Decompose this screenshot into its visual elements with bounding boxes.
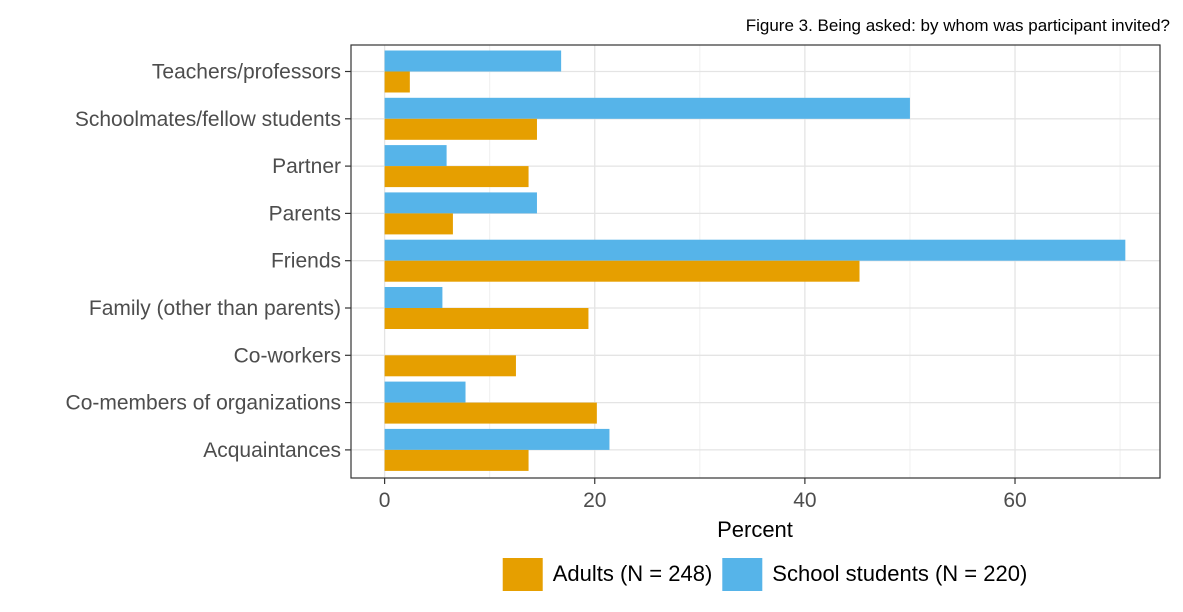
bars <box>384 50 1126 471</box>
bar-school-students <box>384 145 447 167</box>
bar-adults <box>384 118 537 140</box>
y-tick-label: Co-workers <box>234 344 341 367</box>
y-tick-label: Acquaintances <box>203 439 341 462</box>
bar-school-students <box>384 192 537 214</box>
y-axis: Teachers/professors Schoolmates/fellow st… <box>66 61 351 462</box>
x-axis: 0 20 40 60 <box>379 478 1027 512</box>
y-tick-label: Partner <box>272 155 341 178</box>
y-tick-label: Co-members of organizations <box>66 392 341 415</box>
x-tick-label: 60 <box>1003 489 1026 512</box>
y-tick-label: Friends <box>271 250 341 273</box>
figure-caption: Figure 3. Being asked: by whom was parti… <box>746 16 1170 35</box>
bar-school-students <box>384 97 910 119</box>
bar-school-students <box>384 287 443 308</box>
bar-adults <box>384 71 410 93</box>
plot-border <box>350 44 1161 479</box>
x-tick-label: 0 <box>379 489 391 512</box>
bar-adults <box>384 308 589 329</box>
bar-adults <box>384 402 597 424</box>
y-tick-label: Schoolmates/fellow students <box>75 108 341 131</box>
legend: Adults (N = 248) School students (N = 220… <box>502 558 1027 591</box>
x-axis-title: Percent <box>717 517 793 542</box>
legend-label: Adults (N = 248) <box>553 561 713 586</box>
bar-school-students <box>384 239 1126 261</box>
y-tick-label: Family (other than parents) <box>89 297 341 320</box>
bar-adults <box>384 166 529 188</box>
legend-key <box>502 558 543 591</box>
x-tick-label: 20 <box>583 489 606 512</box>
legend-label: School students (N = 220) <box>772 561 1027 586</box>
y-tick-label: Parents <box>269 202 341 225</box>
bar-adults <box>384 449 529 471</box>
x-tick-label: 40 <box>793 489 816 512</box>
bar-school-students <box>384 428 610 450</box>
bar-adults <box>384 355 516 377</box>
bar-adults <box>384 213 453 235</box>
y-tick-label: Teachers/professors <box>152 61 341 84</box>
bar-school-students <box>384 381 466 403</box>
legend-key <box>722 558 763 591</box>
bar-school-students <box>384 50 562 72</box>
bar-adults <box>384 260 860 282</box>
